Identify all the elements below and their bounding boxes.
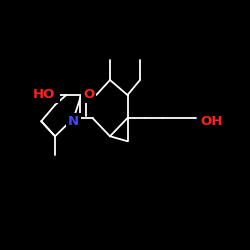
Text: N: N (67, 114, 80, 129)
Text: OH: OH (200, 115, 222, 128)
Text: N: N (68, 115, 79, 128)
Text: O: O (83, 88, 94, 102)
Text: OH: OH (200, 114, 227, 129)
Text: O: O (82, 88, 96, 102)
Text: HO: HO (32, 88, 55, 102)
Text: HO: HO (32, 88, 60, 102)
